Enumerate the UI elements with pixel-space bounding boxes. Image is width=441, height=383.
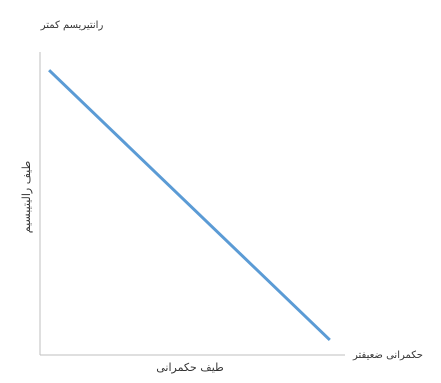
series-line-0 [48, 69, 331, 341]
x-axis-end-label: حکمرانى ضعيفتر [352, 350, 423, 361]
x-axis-title: طيف حكمرانى [156, 361, 224, 374]
series-layer [48, 69, 331, 341]
y-axis-end-label: رانتيريسم كمتر [40, 20, 104, 31]
plot-area [39, 52, 345, 356]
y-axis-title: طيف راليتيبسيم [20, 161, 33, 234]
